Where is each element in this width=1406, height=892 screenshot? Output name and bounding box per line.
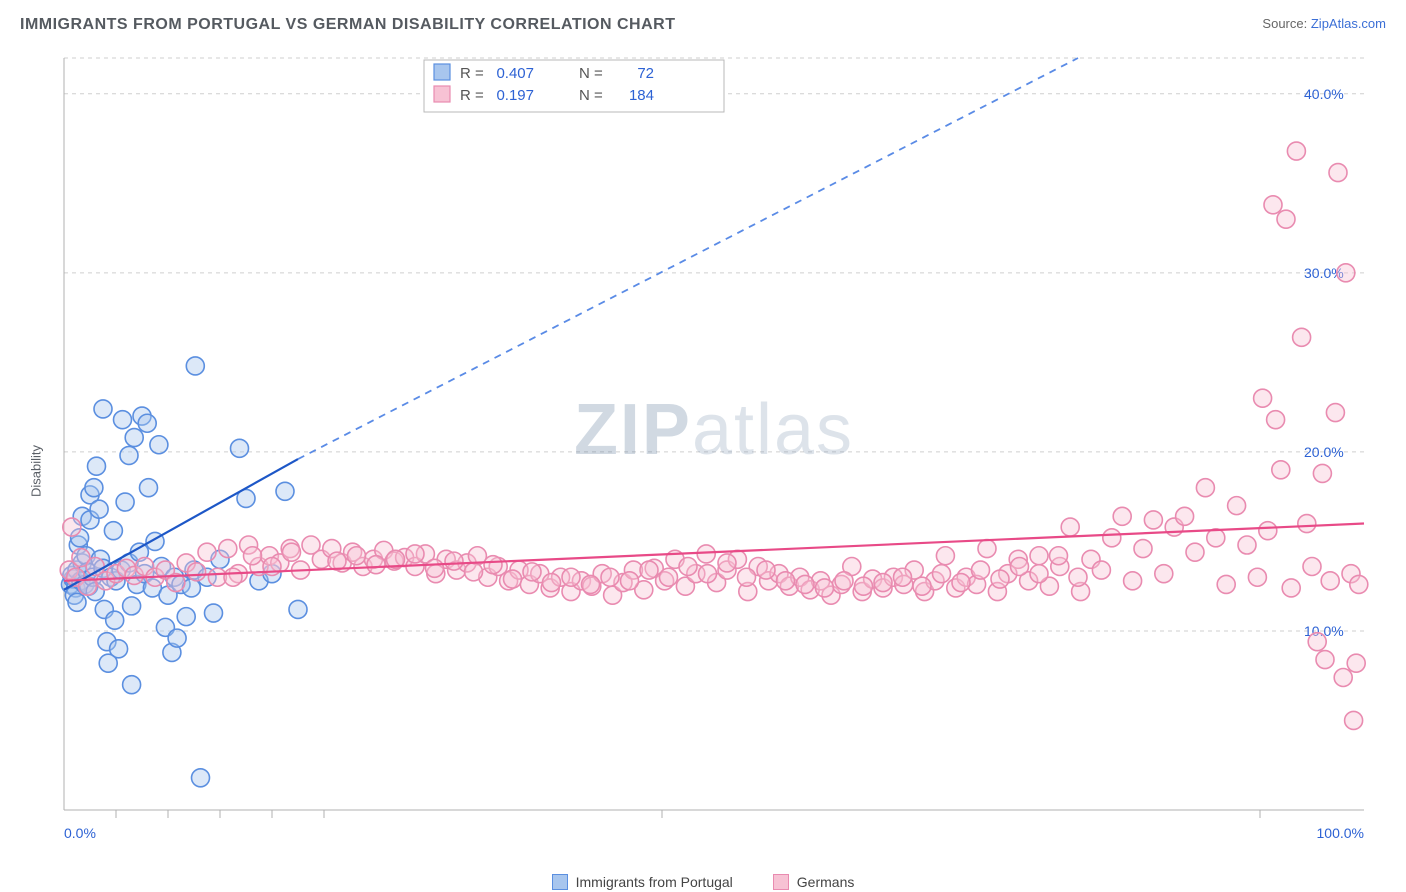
legend-label: Germans xyxy=(797,874,855,890)
legend-item: Germans xyxy=(773,874,855,890)
scatter-chart: 10.0%20.0%30.0%40.0%0.0%100.0%ZIPatlasR … xyxy=(44,50,1384,860)
watermark: ZIPatlas xyxy=(574,390,854,470)
legend-label: Immigrants from Portugal xyxy=(576,874,733,890)
svg-text:N =: N = xyxy=(579,65,603,82)
svg-text:40.0%: 40.0% xyxy=(1304,86,1344,102)
legend-swatch xyxy=(552,874,568,890)
source-attribution: Source: ZipAtlas.com xyxy=(1262,16,1386,31)
svg-text:0.197: 0.197 xyxy=(496,87,534,104)
svg-text:100.0%: 100.0% xyxy=(1317,825,1364,841)
svg-text:N =: N = xyxy=(579,87,603,104)
chart-area: Disability 10.0%20.0%30.0%40.0%0.0%100.0… xyxy=(0,50,1406,892)
legend-item: Immigrants from Portugal xyxy=(552,874,733,890)
page-root: IMMIGRANTS FROM PORTUGAL VS GERMAN DISAB… xyxy=(0,0,1406,892)
svg-text:R =: R = xyxy=(460,65,484,82)
source-label: Source: xyxy=(1262,16,1307,31)
gridlines xyxy=(64,58,1364,631)
svg-text:0.0%: 0.0% xyxy=(64,825,96,841)
svg-text:0.407: 0.407 xyxy=(496,65,534,82)
y-axis-label: Disability xyxy=(29,445,44,497)
title-bar: IMMIGRANTS FROM PORTUGAL VS GERMAN DISAB… xyxy=(0,0,1406,40)
source-link[interactable]: ZipAtlas.com xyxy=(1311,16,1386,31)
svg-text:R =: R = xyxy=(460,87,484,104)
svg-text:72: 72 xyxy=(637,65,654,82)
bottom-legend: Immigrants from Portugal Germans xyxy=(0,874,1406,890)
svg-text:20.0%: 20.0% xyxy=(1304,444,1344,460)
stats-legend: R = 0.407 N = 72 R = 0.197 N = 184 xyxy=(424,60,724,112)
svg-text:184: 184 xyxy=(629,87,654,104)
legend-swatch xyxy=(773,874,789,890)
chart-title: IMMIGRANTS FROM PORTUGAL VS GERMAN DISAB… xyxy=(20,16,676,34)
x-tick-labels: 0.0% 100.0% xyxy=(64,825,1364,841)
